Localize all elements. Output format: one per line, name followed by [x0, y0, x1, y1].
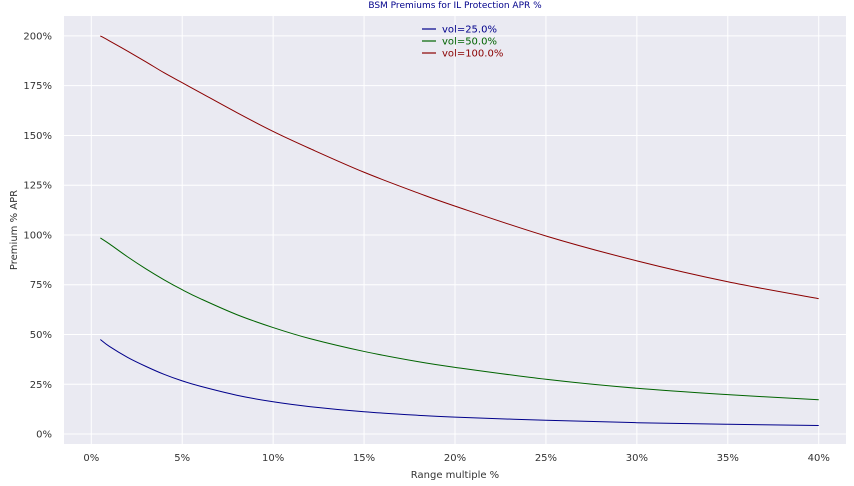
x-tick-label: 30% [626, 453, 648, 464]
x-axis-label: Range multiple % [411, 470, 499, 481]
y-tick-label: 200% [23, 31, 52, 42]
y-tick-label: 150% [23, 131, 52, 142]
y-tick-label: 75% [30, 280, 52, 291]
series-lines [100, 35, 819, 426]
x-tick-label: 25% [535, 453, 557, 464]
series-line-3 [100, 35, 819, 300]
x-tick-label: 5% [174, 453, 190, 464]
series-line-2 [100, 237, 819, 401]
chart-title: BSM Premiums for IL Protection APR % [368, 1, 542, 11]
legend: vol=25.0%vol=50.0%vol=100.0% [422, 25, 503, 60]
legend-label: vol=25.0% [442, 25, 497, 36]
y-tick-label: 0% [36, 430, 52, 441]
y-tick-label: 25% [30, 380, 52, 391]
y-axis-ticks: 0% 25% 50% 75% 100% 125% 150% 175% 200% [23, 31, 52, 440]
y-axis-label: Premium % APR [9, 190, 20, 270]
y-tick-label: 175% [23, 81, 52, 92]
legend-label: vol=100.0% [442, 49, 503, 60]
grid [64, 16, 846, 444]
x-tick-label: 10% [262, 453, 284, 464]
x-tick-label: 40% [808, 453, 830, 464]
y-tick-label: 125% [23, 181, 52, 192]
legend-label: vol=50.0% [442, 37, 497, 48]
x-tick-label: 15% [353, 453, 375, 464]
x-axis-ticks: 0% 5% 10% 15% 20% 25% 30% 35% 40% [83, 453, 829, 464]
y-tick-label: 50% [30, 330, 52, 341]
y-tick-label: 100% [23, 230, 52, 241]
x-tick-label: 0% [83, 453, 99, 464]
x-tick-label: 20% [444, 453, 466, 464]
x-tick-label: 35% [717, 453, 739, 464]
series-line-1 [100, 339, 819, 426]
